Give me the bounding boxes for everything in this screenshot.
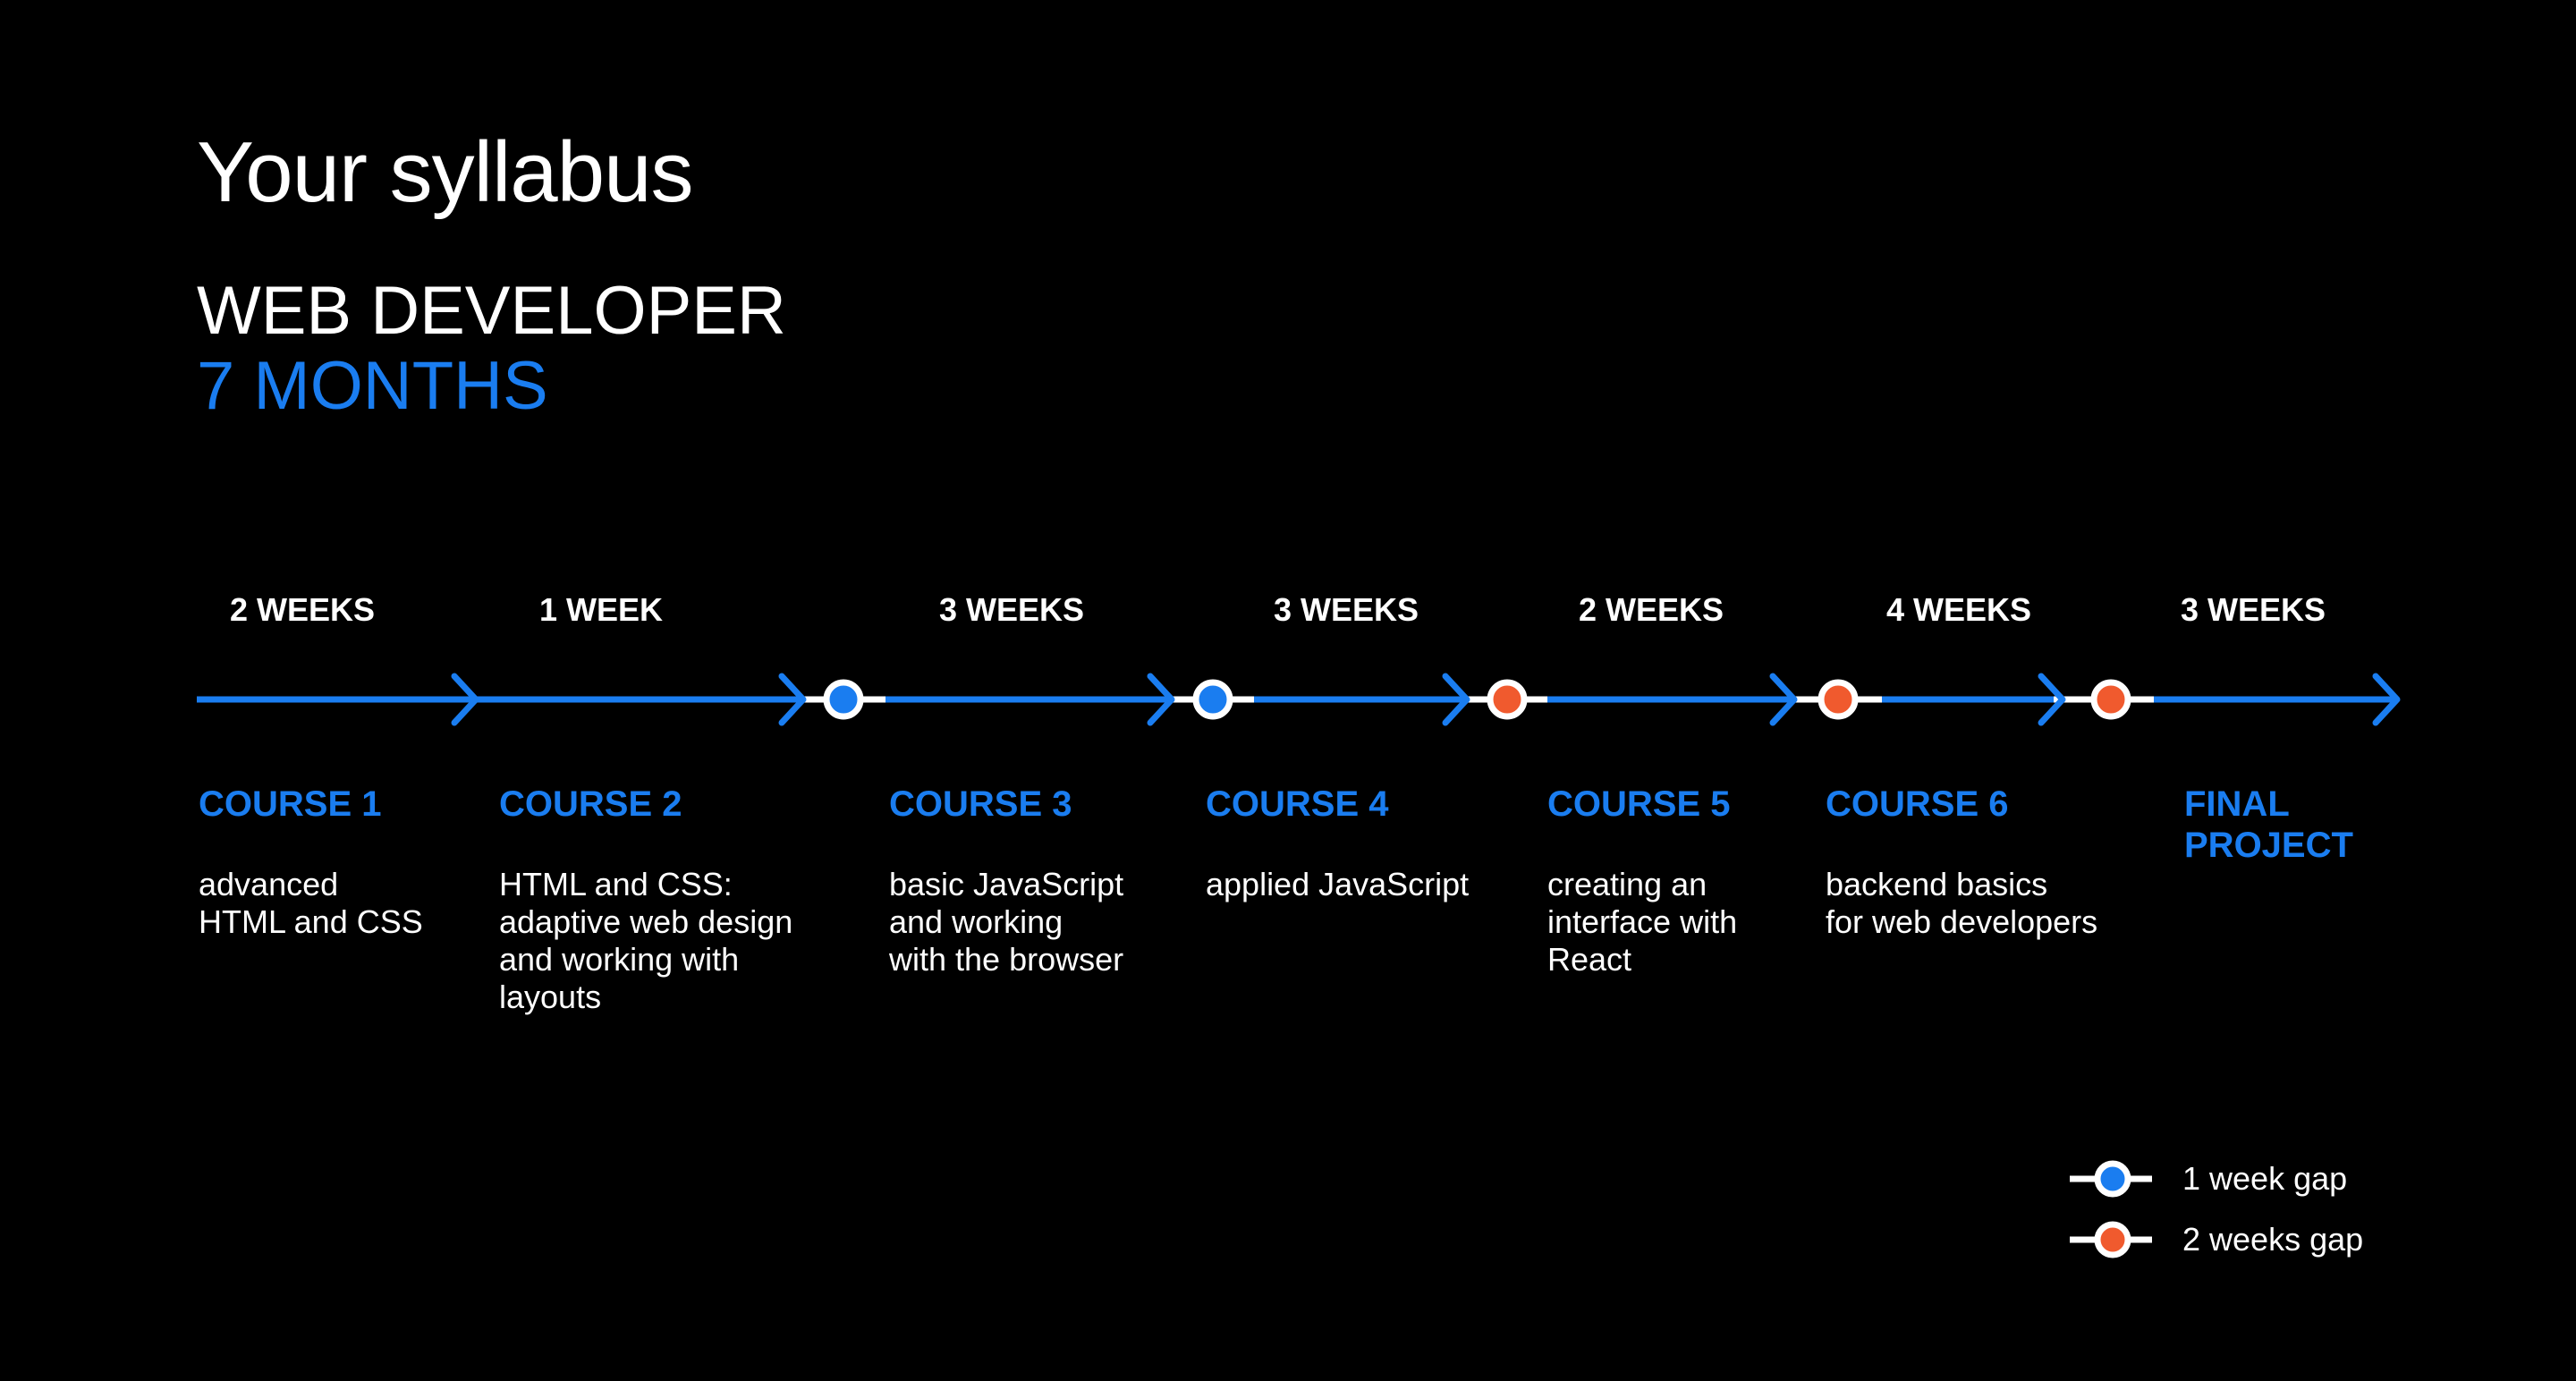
chevron-arrows [451, 673, 2401, 726]
gap-marker-2-weeks [2090, 679, 2131, 720]
final-project-name: FINAL PROJECT [2184, 784, 2353, 865]
legend-label-2-weeks-gap: 2 weeks gap [2182, 1221, 2364, 1258]
duration-label-course-4: 3 WEEKS [1273, 591, 1419, 628]
chevron-right-icon [1442, 673, 1470, 726]
course-5: COURSE 5 creating an interface with Reac… [1547, 784, 1896, 979]
course-2-name: COURSE 2 [499, 784, 682, 824]
gap-markers [823, 679, 2131, 720]
course-1: COURSE 1 advanced HTML and CSS [199, 784, 547, 941]
duration-label-course-1: 2 WEEKS [229, 591, 376, 628]
page-title: Your syllabus [197, 124, 693, 220]
course-4: COURSE 4 applied JavaScript [1206, 784, 1555, 903]
legend-marker-blue-icon [2070, 1160, 2152, 1198]
chevron-right-icon [2372, 673, 2401, 726]
legend-item-2-weeks-gap: 2 weeks gap [2066, 1218, 2478, 1261]
gap-marker-2-weeks [1818, 679, 1859, 720]
program-duration: 7 MONTHS [197, 348, 548, 424]
gap-marker-1-week [823, 679, 864, 720]
course-5-description: creating an interface with React [1547, 866, 1738, 978]
legend-label-1-week-gap: 1 week gap [2182, 1160, 2348, 1197]
course-6-description: backend basics for web developers [1826, 866, 2098, 940]
course-4-description: applied JavaScript [1206, 866, 1470, 902]
course-3: COURSE 3 basic JavaScript and working wi… [889, 784, 1238, 979]
gap-marker-2-weeks [1487, 679, 1528, 720]
course-5-name: COURSE 5 [1547, 784, 1731, 824]
course-3-name: COURSE 3 [889, 784, 1072, 824]
chevron-right-icon [2038, 673, 2066, 726]
chevron-right-icon [1147, 673, 1175, 726]
course-6: COURSE 6 backend basics for web develope… [1826, 784, 2174, 941]
duration-label-course-5: 2 WEEKS [1578, 591, 1724, 628]
duration-label-course-6: 4 WEEKS [1885, 591, 2032, 628]
course-2-description: HTML and CSS: adaptive web design and wo… [499, 866, 793, 1015]
chevron-right-icon [778, 673, 807, 726]
course-1-name: COURSE 1 [199, 784, 382, 824]
final-project: FINAL PROJECT [2184, 784, 2453, 907]
gap-marker-1-week [1192, 679, 1233, 720]
duration-label-course-2: 1 WEEK [538, 591, 664, 628]
duration-label-course-3: 3 WEEKS [938, 591, 1085, 628]
course-3-description: basic JavaScript and working with the br… [889, 866, 1124, 978]
program-name: WEB DEVELOPER [197, 273, 786, 349]
course-6-name: COURSE 6 [1826, 784, 2009, 824]
course-1-description: advanced HTML and CSS [199, 866, 423, 940]
course-2: COURSE 2 HTML and CSS: adaptive web desi… [499, 784, 848, 1016]
course-4-name: COURSE 4 [1206, 784, 1389, 824]
legend-item-1-week-gap: 1 week gap [2066, 1157, 2478, 1200]
chevron-right-icon [451, 673, 479, 726]
duration-label-final-project: 3 WEEKS [2180, 591, 2326, 628]
legend-marker-orange-icon [2070, 1221, 2152, 1258]
chevron-right-icon [1769, 673, 1798, 726]
